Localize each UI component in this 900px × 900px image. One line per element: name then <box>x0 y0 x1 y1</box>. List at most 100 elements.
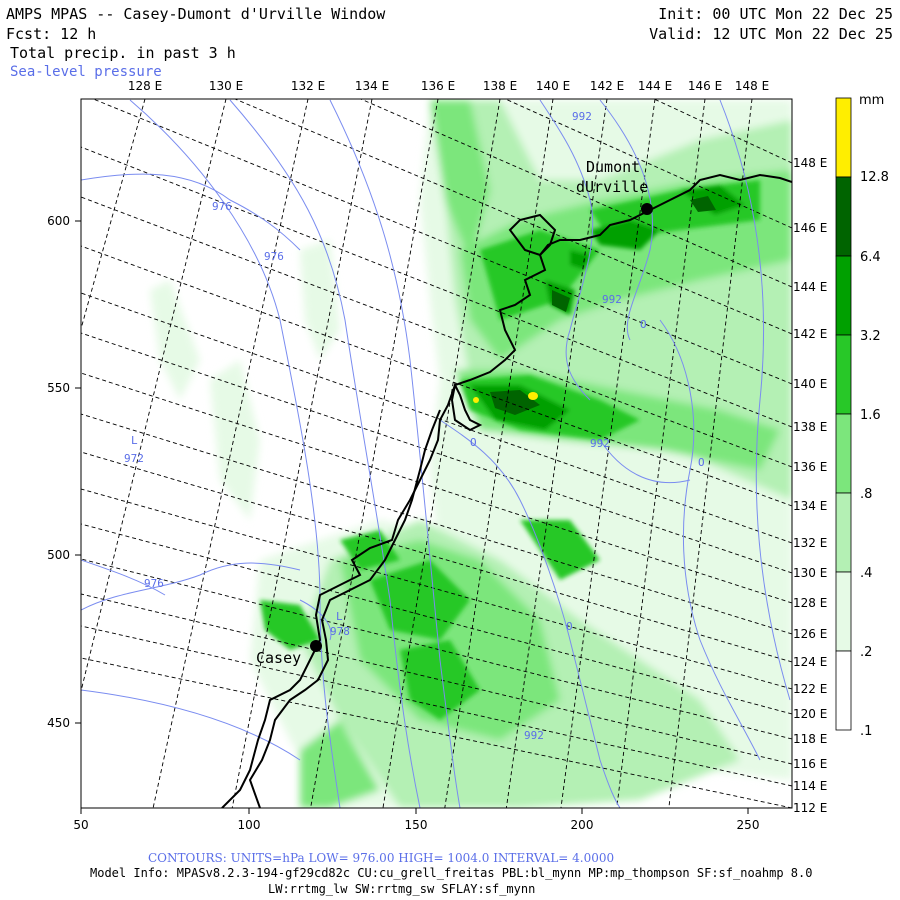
dumont-label: Dumont <box>586 158 640 176</box>
legend-swatch <box>835 650 852 731</box>
lon-label-right: 128 E <box>793 596 827 610</box>
legend-level: 1.6 <box>860 408 881 423</box>
x-tick-label: 50 <box>73 818 88 832</box>
contours-info: CONTOURS: UNITS=hPa LOW= 976.00 HIGH= 10… <box>148 851 614 865</box>
grid-meridian-0 <box>81 99 146 331</box>
grid-meridian-1 <box>81 99 227 693</box>
x-tick-label: 150 <box>405 818 428 832</box>
grid-meridian-5 <box>382 99 501 808</box>
y-axis-ticks: 450 500 550 600 <box>47 214 81 730</box>
grid-parallel-5 <box>81 146 792 428</box>
init-time: Init: 00 UTC Mon 22 Dec 25 <box>658 5 893 23</box>
legend-level: 3.2 <box>860 329 881 344</box>
grid-parallel-1 <box>504 99 792 229</box>
lon-label-right: 134 E <box>793 499 827 513</box>
contour-label-978: 978 <box>330 625 350 638</box>
isobar-11 <box>599 439 691 484</box>
grid-parallel-2 <box>359 99 792 288</box>
legend-unit: mm <box>859 93 884 108</box>
grid-parallel-6 <box>81 196 792 468</box>
legend-swatch <box>835 492 852 573</box>
grid-parallel-14 <box>81 523 792 715</box>
lon-label-top: 130 E <box>209 79 243 93</box>
dumont-durville-station-dot <box>641 203 653 215</box>
lon-label-right: 118 E <box>793 732 827 746</box>
lon-label-right: 116 E <box>793 757 827 771</box>
contour-label-972: 972 <box>124 452 144 465</box>
isobar-14 <box>299 599 332 641</box>
grid-meridian-8 <box>560 99 656 808</box>
lon-label-right: 148 E <box>793 156 827 170</box>
legend-level: 6.4 <box>860 250 881 265</box>
lon-label-right: 144 E <box>793 280 827 294</box>
lon-label-top: 134 E <box>355 79 389 93</box>
lon-label-top: 136 E <box>421 79 455 93</box>
model-info-2: LW:rrtmg_lw SW:rrtmg_sw SFLAY:sf_mynn <box>268 882 535 896</box>
x-axis-ticks: 50 100 150 200 250 <box>73 808 759 832</box>
contour-label-o3: O <box>698 456 705 469</box>
valid-time: Valid: 12 UTC Mon 22 Dec 25 <box>649 25 893 43</box>
contour-label-o4: O <box>566 620 573 633</box>
grid-parallel-18 <box>81 657 792 808</box>
grid-parallel-16 <box>81 593 792 765</box>
grid-parallel-12 <box>81 451 792 663</box>
precip-heavy-band-4 <box>370 560 470 640</box>
low-marker-casey: L <box>336 610 343 623</box>
grid-parallel-17 <box>81 625 792 787</box>
coastline-bay <box>508 213 557 257</box>
grid-parallel-4 <box>92 99 792 385</box>
longitude-labels-right: 148 E 146 E 144 E 142 E 140 E 138 E 136 E 134 E… <box>793 156 827 815</box>
y-tick-label: 450 <box>47 716 70 730</box>
precip-intense-1 <box>490 390 540 415</box>
plot-frame <box>80 98 793 809</box>
lon-label-right: 112 E <box>793 801 827 815</box>
lon-label-top: 132 E <box>291 79 325 93</box>
overlay-name: Sea-level pressure <box>10 64 162 80</box>
legend-level: .4 <box>860 566 872 581</box>
contour-label-o1: O <box>470 436 477 449</box>
title-line: AMPS MPAS -- Casey-Dumont d'Urville Wind… <box>6 5 386 23</box>
grid-meridian-7 <box>505 99 608 808</box>
legend-swatch <box>835 176 852 257</box>
isobar-1 <box>81 173 301 251</box>
y-tick-label: 500 <box>47 548 70 562</box>
pressure-contours <box>81 99 791 808</box>
isobar-5 <box>329 99 461 808</box>
legend-labels: 12.8 6.4 3.2 1.6 .8 .4 .2 .1 <box>860 170 889 739</box>
grid-parallel-3 <box>233 99 792 335</box>
legend-level: .1 <box>860 724 872 739</box>
precip-core-4 <box>680 185 745 215</box>
isobar-7 <box>599 99 654 341</box>
longitude-labels-top: 128 E 130 E 132 E 134 E 136 E 138 E 140 E 142 E… <box>128 79 769 93</box>
grid-meridian-3 <box>231 99 373 808</box>
precip-intense-2 <box>552 290 570 312</box>
y-tick-label: 550 <box>47 381 70 395</box>
isobar-2 <box>81 562 301 611</box>
precip-light-west-1 <box>210 360 260 520</box>
grid-meridian-9 <box>616 99 706 808</box>
legend-level: 12.8 <box>860 170 889 185</box>
grid-parallel-15 <box>81 558 792 740</box>
isobar-9 <box>719 99 791 701</box>
precip-med-band-5 <box>300 720 380 808</box>
lon-label-top: 146 E <box>688 79 722 93</box>
legend-swatch <box>835 255 852 336</box>
casey-station-dot <box>310 640 322 652</box>
lon-label-right: 146 E <box>793 221 827 235</box>
x-tick-label: 100 <box>238 818 261 832</box>
lon-label-right: 124 E <box>793 655 827 669</box>
model-info: Model Info: MPASv8.2.3-194-gf29cd82c CU:… <box>90 866 812 880</box>
low-marker-west: L <box>131 434 138 447</box>
forecast-hour: Fcst: 12 h <box>6 25 96 43</box>
isobar-13 <box>81 559 166 596</box>
legend-level: .8 <box>860 487 872 502</box>
legend-swatch <box>835 334 852 415</box>
grid-meridian-4 <box>310 99 439 808</box>
map-plot-area: 976 976 972 976 992 992 992 992 978 L L … <box>81 99 792 808</box>
precip-med-band-4 <box>430 100 490 260</box>
isobar-3 <box>129 99 341 808</box>
lon-label-right: 114 E <box>793 779 827 793</box>
lon-label-right: 130 E <box>793 566 827 580</box>
lon-label-right: 142 E <box>793 327 827 341</box>
grid-parallel-10 <box>81 372 792 604</box>
